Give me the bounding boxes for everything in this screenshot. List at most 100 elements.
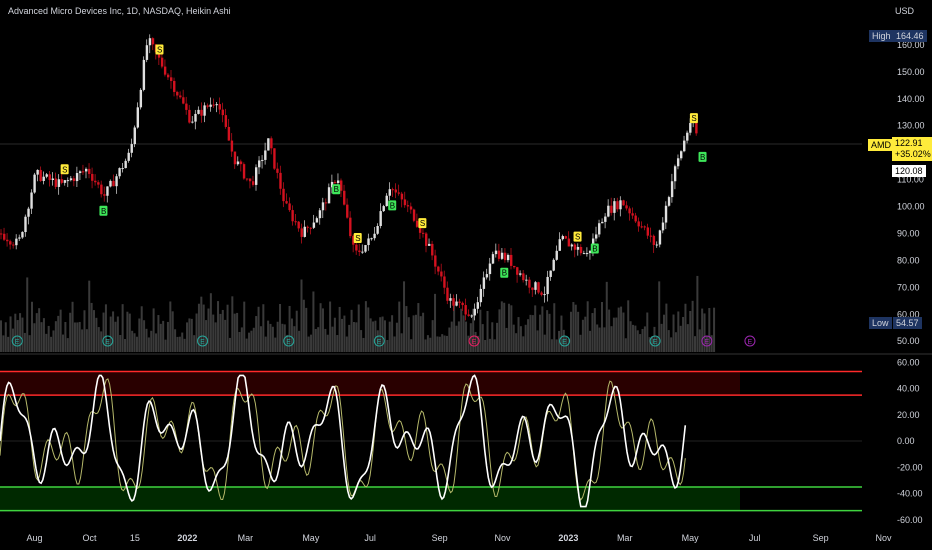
- volume-bar: [376, 330, 379, 352]
- candle-body: [555, 250, 558, 260]
- volume-bar: [207, 308, 210, 352]
- volume-bar: [574, 304, 577, 352]
- volume-bar: [57, 315, 60, 352]
- candle-body: [655, 244, 659, 246]
- volume-bar: [589, 330, 592, 352]
- volume-bar: [186, 322, 189, 352]
- candle-body: [409, 206, 413, 210]
- volume-bar: [35, 313, 38, 352]
- volume-bar: [496, 322, 499, 352]
- volume-bar: [164, 339, 167, 352]
- x-axis-tick: 15: [130, 533, 140, 543]
- volume-bar: [584, 316, 587, 352]
- price-axis-tick: 70.00: [897, 282, 920, 292]
- volume-bar: [546, 310, 549, 352]
- candle-body: [3, 233, 6, 240]
- volume-bar: [674, 332, 677, 352]
- volume-bar: [7, 336, 10, 352]
- candle-body: [276, 168, 279, 173]
- volume-bar: [114, 321, 117, 352]
- volume-bar: [670, 337, 673, 352]
- candle-body: [9, 241, 12, 245]
- price-axis-tick: 50.00: [897, 336, 920, 346]
- volume-bar: [708, 308, 711, 352]
- chart-title: Advanced Micro Devices Inc, 1D, NASDAQ, …: [8, 6, 231, 16]
- candle-body: [12, 244, 15, 246]
- volume-bar: [586, 301, 589, 352]
- candle-body: [36, 169, 39, 175]
- price-axis-tick: 160.00: [897, 40, 925, 50]
- volume-bar: [64, 321, 67, 352]
- candle-body: [567, 238, 571, 247]
- volume-bar: [465, 321, 468, 352]
- osc-axis-tick: 0.00: [897, 436, 915, 446]
- volume-bar: [429, 337, 432, 352]
- candle-body: [421, 232, 425, 234]
- candle-body: [673, 166, 677, 182]
- candle-body: [552, 259, 555, 271]
- price-axis-tick: 150.00: [897, 67, 925, 77]
- candle-body: [230, 140, 234, 152]
- volume-bar: [231, 296, 234, 352]
- candle-body: [564, 236, 568, 239]
- volume-bar: [627, 300, 630, 352]
- oscillator-main-line: [0, 374, 687, 508]
- volume-bar: [558, 330, 561, 352]
- candle-body: [403, 199, 407, 206]
- volume-bar: [705, 336, 708, 352]
- volume-bar: [307, 336, 310, 352]
- volume-bar: [436, 336, 439, 352]
- volume-bar: [145, 328, 148, 352]
- candle-body: [75, 173, 79, 182]
- earnings-marker: [559, 335, 571, 347]
- volume-bar: [569, 311, 572, 352]
- candle-body: [485, 274, 489, 278]
- volume-bar: [83, 310, 86, 352]
- volume-bar: [713, 307, 716, 352]
- candle-body: [215, 104, 218, 106]
- volume-bar: [19, 313, 22, 352]
- candle-body: [88, 168, 91, 174]
- volume-bar: [271, 326, 274, 352]
- volume-bar: [481, 324, 484, 352]
- volume-bar: [54, 321, 57, 352]
- volume-bar: [555, 339, 558, 352]
- price-axis-tick: 110.00: [897, 175, 924, 185]
- buy-signal: [99, 205, 108, 216]
- candle-body: [355, 244, 358, 251]
- candle-body: [415, 220, 419, 227]
- candle-body: [649, 235, 653, 237]
- volume-bar: [209, 293, 212, 352]
- sell-signal-label: S: [420, 219, 425, 228]
- volume-bar: [369, 318, 372, 352]
- candle-body: [640, 226, 643, 228]
- candle-body: [242, 164, 246, 179]
- volume-bar: [484, 339, 487, 352]
- volume-bar: [259, 326, 262, 352]
- volume-bar: [305, 307, 308, 352]
- candle-body: [163, 66, 167, 75]
- currency-label: USD: [895, 6, 915, 16]
- volume-bar: [629, 321, 632, 352]
- candle-body: [48, 174, 51, 180]
- candle-body: [598, 223, 601, 235]
- volume-bar: [197, 303, 200, 352]
- volume-bar: [116, 316, 119, 352]
- volume-bar: [610, 326, 613, 352]
- candle-body: [69, 178, 73, 181]
- volume-bar: [388, 321, 391, 352]
- candle-body: [194, 113, 197, 122]
- volume-bar: [658, 281, 661, 352]
- buy-signal: [698, 151, 707, 162]
- volume-bar: [133, 333, 136, 352]
- candle-body: [54, 178, 58, 187]
- candle-body: [42, 176, 45, 181]
- earnings-marker-label: E: [15, 339, 20, 346]
- volume-bar: [612, 317, 615, 352]
- candle-body: [610, 205, 613, 213]
- candle-body: [267, 138, 270, 151]
- candle-body: [309, 227, 313, 229]
- volume-bar: [78, 321, 81, 352]
- candle-body: [300, 228, 303, 237]
